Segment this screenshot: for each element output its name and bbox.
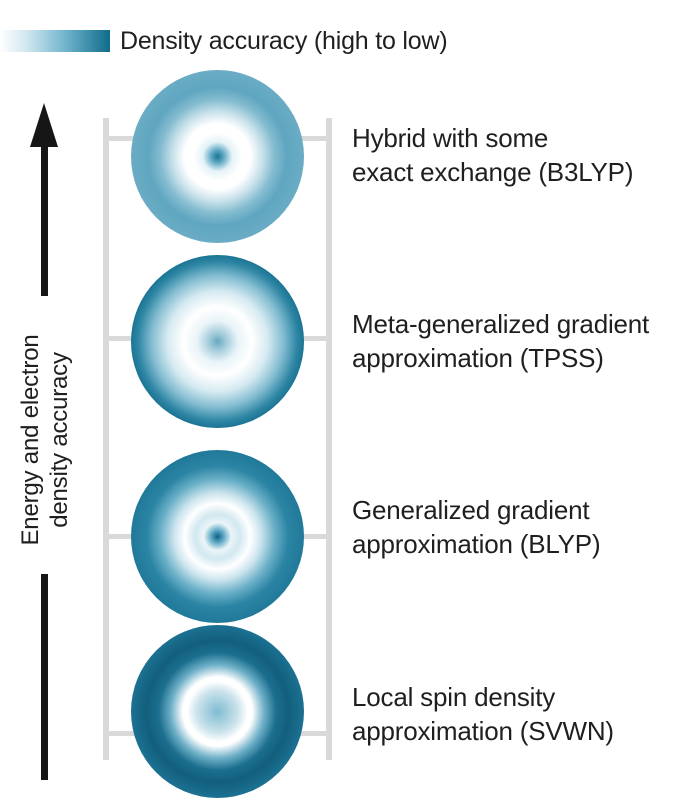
method-label-line1: Generalized gradient <box>352 495 590 525</box>
method-label-line1: Meta-generalized gradient <box>352 309 650 339</box>
axis-label: Energy and electron density accuracy <box>16 275 74 605</box>
method-label-line2: approximation (BLYP) <box>352 529 601 559</box>
method-label-line2: approximation (SVWN) <box>352 716 614 746</box>
method-label-svwn: Local spin density approximation (SVWN) <box>352 680 614 748</box>
ladder-rail-right <box>326 118 332 760</box>
method-label-blyp: Generalized gradient approximation (BLYP… <box>352 493 601 561</box>
arrow-shaft-lower <box>41 574 48 780</box>
density-disc-tpss <box>131 255 304 428</box>
arrow-up-icon <box>30 103 58 147</box>
method-label-line1: Local spin density <box>352 682 556 712</box>
method-label-tpss: Meta-generalized gradient approximation … <box>352 307 649 375</box>
method-label-line2: exact exchange (B3LYP) <box>352 157 634 187</box>
density-disc-b3lyp <box>131 70 304 243</box>
arrow-shaft-upper <box>41 140 48 296</box>
axis-label-line2: density accuracy <box>46 352 73 528</box>
method-label-b3lyp: Hybrid with some exact exchange (B3LYP) <box>352 121 633 189</box>
method-label-line1: Hybrid with some <box>352 123 549 153</box>
density-disc-svwn <box>131 625 304 798</box>
legend-gradient-bar <box>0 30 110 52</box>
method-label-line2: approximation (TPSS) <box>352 343 604 373</box>
ladder-rail-left <box>103 118 109 760</box>
axis-label-line1: Energy and electron <box>17 334 44 546</box>
legend-label: Density accuracy (high to low) <box>120 27 448 55</box>
density-disc-blyp <box>131 450 304 623</box>
